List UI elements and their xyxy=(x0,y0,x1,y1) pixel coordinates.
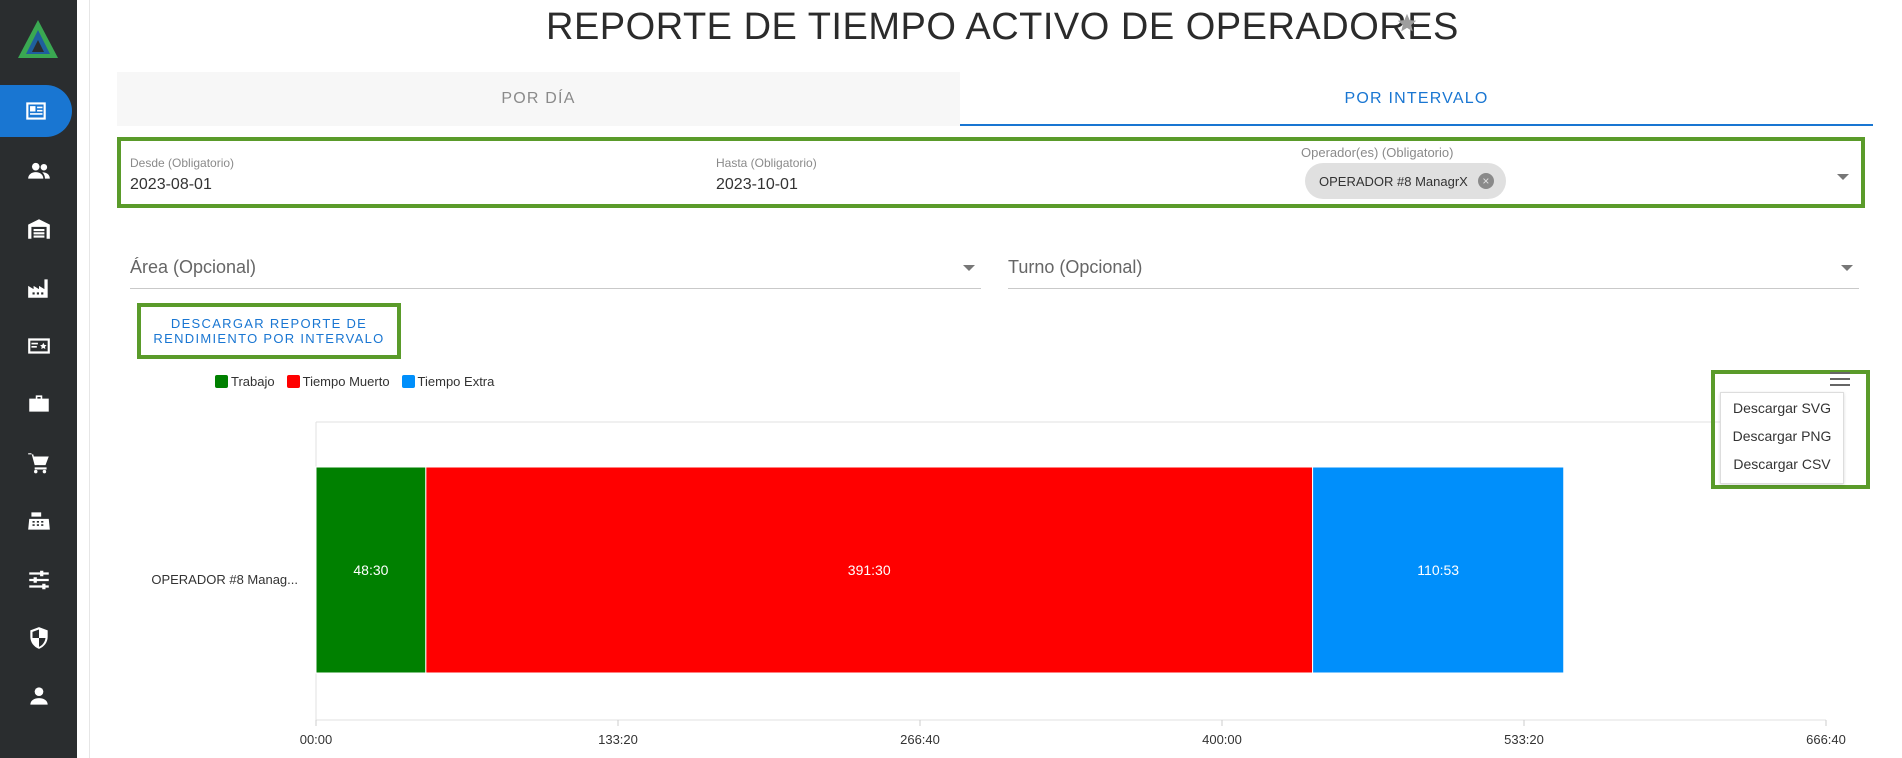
bar-tiempo-muerto[interactable] xyxy=(425,466,1314,674)
tab-por-intervalo[interactable]: POR INTERVALO xyxy=(960,72,1873,126)
desde-field[interactable]: 2023-08-01 xyxy=(130,176,212,193)
category-label: OPERADOR #8 Manag... xyxy=(151,572,298,587)
data-label-trabajo: 48:30 xyxy=(353,562,388,578)
export-csv-item[interactable]: Descargar CSV xyxy=(1733,456,1831,472)
bar-trabajo[interactable] xyxy=(315,466,427,674)
download-report-button[interactable]: DESCARGAR REPORTE DE RENDIMIENTO POR INT… xyxy=(142,308,396,354)
legend-label-trabajo: Trabajo xyxy=(231,374,275,389)
legend-label-tiempo-extra: Tiempo Extra xyxy=(417,374,495,389)
sliders-icon xyxy=(28,570,49,590)
legend-label-tiempo-muerto: Tiempo Muerto xyxy=(302,374,390,389)
badge-card-icon xyxy=(27,338,50,354)
legend-swatch-tiempo-extra xyxy=(401,375,415,388)
x-tick-label: 00:00 xyxy=(300,732,333,747)
sidebar-item-security[interactable] xyxy=(0,612,77,664)
download-button-highlight xyxy=(137,303,401,359)
sidebar-item-reports[interactable] xyxy=(0,85,72,137)
area-select[interactable]: Área (Opcional) xyxy=(130,249,981,289)
turno-placeholder: Turno (Opcional) xyxy=(1008,257,1143,277)
export-png-item[interactable]: Descargar PNG xyxy=(1732,428,1832,444)
x-tick-label: 533:20 xyxy=(1504,732,1544,747)
sidebar-item-users[interactable] xyxy=(0,145,77,197)
bar-tiempo-extra[interactable] xyxy=(1312,466,1565,674)
operador-dropdown-icon[interactable] xyxy=(1837,174,1849,180)
download-button-line2: RENDIMIENTO POR INTERVALO xyxy=(153,331,385,346)
legend-item-tiempo-extra[interactable]: Tiempo Extra xyxy=(401,374,495,389)
logo-icon[interactable] xyxy=(16,18,60,60)
operador-chip-label: OPERADOR #8 ManagrX xyxy=(1319,173,1468,189)
data-label-tiempo-muerto: 391:30 xyxy=(848,562,891,578)
sidebar-item-settings[interactable] xyxy=(0,554,77,606)
export-menu-highlight xyxy=(1711,370,1870,489)
data-label-tiempo-extra: 110:53 xyxy=(1417,562,1459,578)
warehouse-icon xyxy=(27,219,50,239)
sidebar-item-badges[interactable] xyxy=(0,320,77,372)
download-button-line1: DESCARGAR REPORTE DE xyxy=(170,316,368,331)
area-dropdown-icon xyxy=(963,265,975,271)
group-icon xyxy=(27,162,50,179)
legend-swatch-trabajo xyxy=(215,375,228,388)
required-filters-highlight xyxy=(117,137,1865,208)
turno-select[interactable]: Turno (Opcional) xyxy=(1008,249,1859,289)
legend-item-tiempo-muerto[interactable]: Tiempo Muerto xyxy=(286,374,390,389)
page-title: REPORTE DE TIEMPO ACTIVO DE OPERADORES xyxy=(546,6,1459,48)
operador-label: Operador(es) (Obligatorio) xyxy=(1301,145,1454,160)
factory-icon xyxy=(27,279,48,298)
newspaper-icon xyxy=(26,102,46,120)
x-tick-label: 666:40 xyxy=(1806,732,1846,747)
sidebar-item-warehouse[interactable] xyxy=(0,203,77,255)
hamburger-menu-icon[interactable] xyxy=(1830,372,1850,388)
legend-swatch-tiempo-muerto xyxy=(286,375,300,388)
sidebar-item-cashier[interactable] xyxy=(0,495,77,547)
content-border xyxy=(89,0,90,758)
cart-icon xyxy=(27,453,49,474)
sidebar xyxy=(0,0,77,758)
hasta-field[interactable]: 2023-10-01 xyxy=(716,176,798,193)
star-icon[interactable] xyxy=(1396,12,1418,34)
shield-icon xyxy=(29,627,48,649)
legend-item-trabajo[interactable]: Trabajo xyxy=(215,374,275,389)
x-tick-label: 400:00 xyxy=(1202,732,1242,747)
chart-legend: Trabajo Tiempo Muerto Tiempo Extra xyxy=(215,374,494,389)
sidebar-item-factory[interactable] xyxy=(0,262,77,314)
cash-register-icon xyxy=(27,512,50,530)
tab-por-dia[interactable]: POR DÍA xyxy=(117,72,960,126)
sidebar-item-cart[interactable] xyxy=(0,437,77,489)
person-icon xyxy=(29,687,48,705)
desde-label: Desde (Obligatorio) xyxy=(130,156,235,170)
x-tick-label: 133:20 xyxy=(598,732,638,747)
sidebar-item-profile[interactable] xyxy=(0,670,77,722)
x-tick-label: 266:40 xyxy=(900,732,940,747)
turno-dropdown-icon xyxy=(1841,265,1853,271)
export-svg-item[interactable]: Descargar SVG xyxy=(1732,400,1832,416)
hasta-label: Hasta (Obligatorio) xyxy=(716,156,817,170)
toolbox-icon xyxy=(28,395,49,412)
sidebar-item-tools[interactable] xyxy=(0,378,77,430)
operador-chip[interactable]: OPERADOR #8 ManagrX × xyxy=(1305,163,1506,199)
tab-bar: POR DÍA POR INTERVALO xyxy=(117,72,1873,126)
export-menu: Descargar SVG Descargar PNG Descargar CS… xyxy=(1720,392,1844,484)
area-placeholder: Área (Opcional) xyxy=(130,257,257,277)
chip-remove-icon[interactable]: × xyxy=(1477,173,1494,189)
